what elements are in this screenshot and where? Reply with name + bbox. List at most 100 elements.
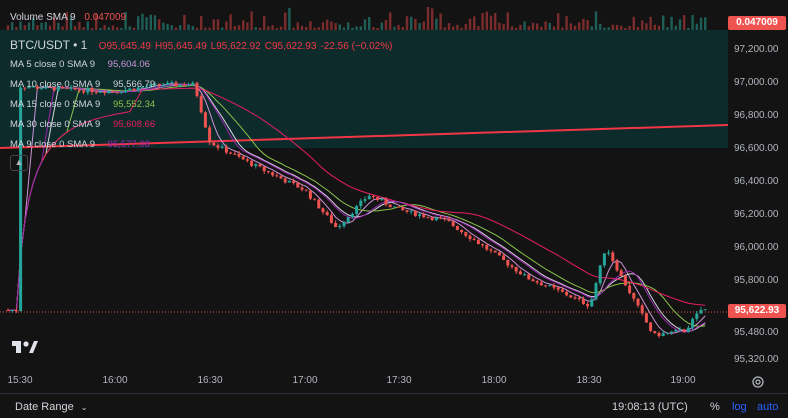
candle-body — [44, 86, 48, 89]
volume-bar — [536, 23, 539, 30]
price-tick: 95,480.00 — [734, 327, 779, 338]
chart-pane[interactable] — [0, 0, 729, 369]
volume-bar — [65, 12, 68, 30]
candle-body — [569, 295, 573, 298]
volume-bar — [309, 21, 312, 30]
volume-bar — [74, 26, 77, 30]
ohlc-close: C95,622.93 — [264, 41, 317, 52]
indicator-ma9[interactable]: MA 9 close 0 SMA 9 95,577.08 — [10, 139, 150, 150]
tradingview-logo-icon — [12, 341, 38, 353]
collapse-legend-button[interactable]: ▲ — [10, 155, 28, 171]
price-tick: 95,320.00 — [734, 354, 779, 365]
volume-bar — [162, 22, 165, 30]
candle-body — [94, 92, 98, 94]
candle-body — [371, 196, 375, 198]
volume-bar — [636, 27, 640, 30]
candle-body — [380, 199, 384, 201]
volume-bar — [674, 25, 677, 30]
volume-bar — [149, 14, 152, 30]
volume-bar — [494, 13, 497, 30]
candle-body — [279, 176, 283, 179]
symbol-legend[interactable]: BTC/USDT • 1 O95,645.49 H95,645.49 L95,622… — [10, 38, 396, 52]
gear-icon[interactable] — [751, 375, 765, 389]
candle-body — [250, 160, 254, 166]
volume-bar — [284, 12, 287, 30]
candle-body — [216, 145, 220, 148]
candle-body — [308, 190, 312, 199]
indicator-label: MA 30 close 0 SMA 9 — [10, 119, 101, 130]
volume-bar — [363, 19, 367, 30]
volume-bar — [32, 17, 35, 30]
volume-bar — [107, 27, 110, 30]
volume-bar — [40, 22, 43, 30]
volume-bar — [599, 23, 602, 30]
time-tick: 18:00 — [481, 375, 507, 386]
indicator-label: MA 5 close 0 SMA 9 — [10, 59, 96, 70]
indicator-ma10[interactable]: MA 10 close 0 SMA 9 95,566.79 — [10, 79, 155, 90]
volume-bars — [6, 6, 707, 31]
percent-toggle[interactable]: % — [710, 401, 720, 413]
ma-line — [7, 87, 706, 311]
candle-body — [245, 159, 249, 161]
candle-body — [208, 127, 212, 143]
date-range-button[interactable]: Date Range ⌄ — [15, 401, 87, 413]
candle-body — [329, 214, 333, 223]
clock-display[interactable]: 19:08:13 (UTC) — [612, 401, 688, 413]
volume-bar — [334, 23, 337, 30]
candle-body — [657, 332, 661, 337]
log-toggle[interactable]: log — [732, 401, 747, 413]
price-chart-svg[interactable] — [0, 0, 729, 369]
candle-body — [649, 322, 653, 331]
tradingview-logo[interactable] — [12, 337, 38, 359]
volume-bar — [128, 26, 131, 30]
volume-bar — [552, 26, 556, 30]
indicator-ma5[interactable]: MA 5 close 0 SMA 9 95,604.06 — [10, 59, 150, 70]
candle-body — [350, 213, 354, 218]
volume-bar — [544, 21, 547, 30]
indicator-label: MA 9 close 0 SMA 9 — [10, 139, 96, 150]
volume-bar — [641, 20, 644, 30]
volume-bar — [317, 27, 320, 30]
volume-bar — [422, 21, 425, 30]
time-tick: 16:00 — [102, 375, 128, 386]
trendline[interactable] — [0, 124, 729, 149]
candle-body — [464, 232, 468, 236]
candle-body — [695, 313, 699, 319]
candle-body — [481, 244, 485, 246]
volume-bar — [704, 17, 707, 30]
volume-bar — [141, 13, 144, 31]
volume-bar — [200, 16, 203, 30]
indicator-ma30[interactable]: MA 30 close 0 SMA 9 95,608.66 — [10, 119, 155, 130]
date-range-label: Date Range — [15, 401, 74, 413]
volume-legend[interactable]: Volume SMA 9 0.047009 — [10, 12, 126, 23]
volume-bar — [78, 21, 81, 30]
candle-body — [590, 299, 594, 307]
indicator-ma15[interactable]: MA 15 close 0 SMA 9 95,552.34 — [10, 99, 155, 110]
candle-body — [686, 327, 690, 332]
candle-body — [191, 82, 195, 86]
volume-bar — [384, 19, 388, 30]
candle-body — [82, 90, 86, 93]
volume-bar — [498, 22, 501, 30]
volume-bar — [510, 26, 514, 30]
candle-body — [497, 252, 501, 256]
price-tick: 96,000.00 — [734, 242, 779, 253]
volume-bar — [187, 24, 190, 30]
candle-body — [468, 235, 472, 240]
candle-body — [691, 318, 695, 328]
auto-toggle[interactable]: auto — [757, 401, 779, 413]
candle-body — [103, 91, 107, 94]
volume-bar — [565, 16, 568, 30]
candle-body — [460, 229, 464, 233]
volume-bar — [523, 21, 526, 30]
volume-value: 0.047009 — [84, 12, 127, 23]
volume-bar — [485, 11, 488, 31]
price-axis[interactable]: 0.047009 97,200.00 97,000.00 96,800.00 9… — [728, 0, 788, 369]
volume-bar — [389, 12, 392, 31]
volume-bar — [393, 26, 396, 30]
volume-bar — [489, 15, 493, 30]
volume-bar — [145, 17, 148, 30]
time-axis[interactable]: 15:30 16:00 16:30 17:00 17:30 18:00 18:3… — [0, 369, 788, 393]
volume-bar — [527, 26, 530, 30]
symbol-name[interactable]: BTC/USDT • 1 — [10, 38, 88, 52]
